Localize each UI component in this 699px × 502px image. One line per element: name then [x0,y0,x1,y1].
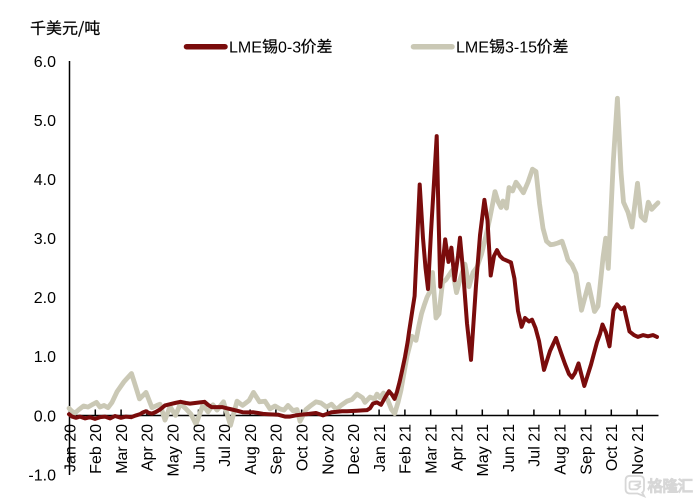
svg-text:-1.0: -1.0 [28,467,56,484]
svg-text:LME: LME [229,40,262,57]
svg-text:Aug 21: Aug 21 [553,424,570,475]
svg-text:Aug 20: Aug 20 [243,424,260,475]
svg-text:3-15: 3-15 [505,40,537,57]
svg-text:3.0: 3.0 [34,231,56,248]
svg-text:Jan 21: Jan 21 [372,424,389,472]
svg-text:Sep 21: Sep 21 [578,424,595,475]
svg-text:6.0: 6.0 [34,54,56,71]
svg-text:Apr 20: Apr 20 [140,424,157,471]
svg-text:May 21: May 21 [475,424,492,477]
svg-text:Dec 20: Dec 20 [346,424,363,475]
svg-text:Jul 21: Jul 21 [527,424,544,467]
svg-text:0-3: 0-3 [278,40,301,57]
svg-text:LME: LME [456,40,489,57]
svg-text:Nov 20: Nov 20 [320,424,337,475]
svg-text:Oct 20: Oct 20 [295,424,312,471]
svg-text:Mar 20: Mar 20 [114,424,131,474]
svg-text:Jun 21: Jun 21 [501,424,518,472]
svg-text:Jun 20: Jun 20 [191,424,208,472]
svg-text:Nov 21: Nov 21 [630,424,647,475]
svg-text:Apr 21: Apr 21 [449,424,466,471]
svg-text:5.0: 5.0 [34,113,56,130]
svg-text:Feb 20: Feb 20 [88,424,105,474]
svg-text:Feb 21: Feb 21 [398,424,415,474]
svg-text:Jul 20: Jul 20 [217,424,234,467]
svg-text:Sep 20: Sep 20 [269,424,286,475]
svg-text:0.0: 0.0 [34,408,56,425]
svg-text:1.0: 1.0 [34,349,56,366]
svg-text:Oct 21: Oct 21 [604,424,621,471]
svg-text:Jan 20: Jan 20 [62,424,79,472]
svg-text:May 20: May 20 [166,424,183,477]
svg-text:Mar 21: Mar 21 [424,424,441,474]
svg-text:2.0: 2.0 [34,290,56,307]
svg-text:4.0: 4.0 [34,172,56,189]
